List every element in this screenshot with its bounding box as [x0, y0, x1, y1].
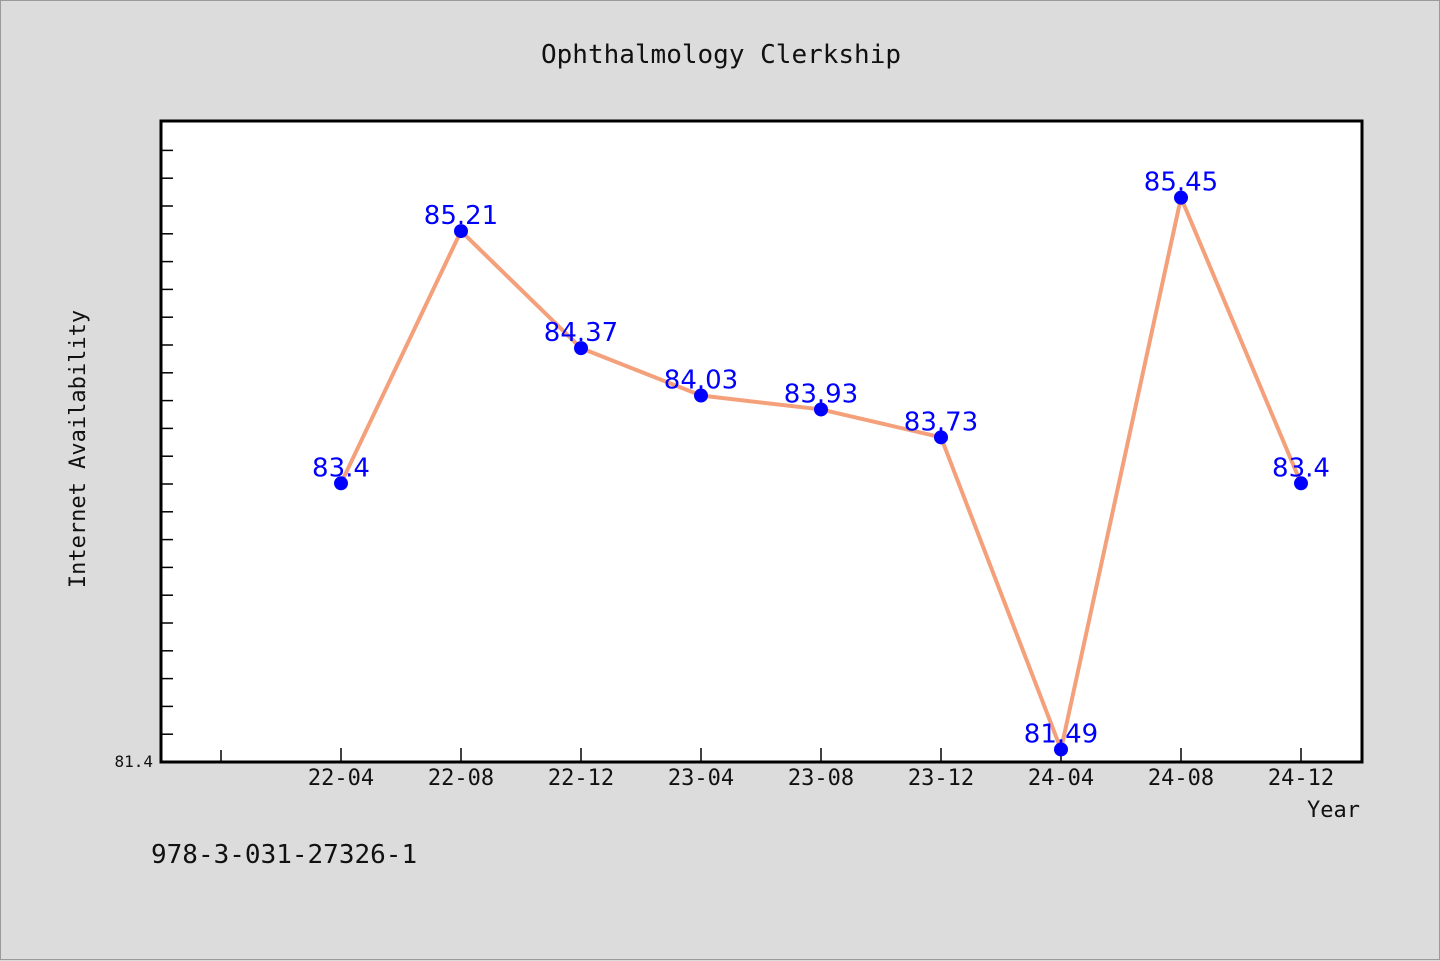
x-axis-label: Year — [1307, 798, 1360, 823]
y-axis-label: Internet Availability — [66, 310, 91, 588]
x-tick-label: 23-04 — [668, 766, 734, 791]
data-label: 84.03 — [664, 366, 738, 396]
x-tick-label: 23-12 — [908, 766, 974, 791]
data-label: 83.93 — [784, 379, 858, 409]
x-tick-label: 22-04 — [308, 766, 374, 791]
plot-area — [159, 119, 1364, 764]
data-point — [1174, 190, 1188, 205]
data-label: 85.45 — [1144, 168, 1218, 198]
x-tick-label: 24-08 — [1148, 766, 1214, 791]
data-label: 83.4 — [312, 453, 370, 483]
x-tick-label: 22-12 — [548, 766, 614, 791]
data-label: 84.37 — [544, 318, 618, 348]
data-point — [1294, 476, 1308, 491]
data-label: 83.73 — [904, 407, 978, 437]
x-axis-ticks: 22-04 22-08 22-12 23-04 23-08 23-12 24-04 24-08… — [220, 748, 1334, 791]
data-point — [934, 430, 948, 445]
chart-title: Ophthalmology Clerkship — [541, 40, 901, 70]
x-tick-label: 24-04 — [1028, 766, 1094, 791]
data-point — [574, 341, 588, 356]
x-tick-label: 23-08 — [788, 766, 854, 791]
series-group: 83.4 85.21 84.37 84.03 83.93 83.73 81.49 85.45 8… — [312, 168, 1330, 757]
data-point — [1054, 742, 1068, 757]
x-tick-label: 22-08 — [428, 766, 494, 791]
data-label: 85.21 — [424, 201, 498, 231]
x-tick-label: 24-12 — [1268, 766, 1334, 791]
footnote-isbn: 978-3-031-27326-1 — [151, 840, 417, 870]
data-point — [334, 476, 348, 491]
data-label: 83.4 — [1272, 453, 1330, 483]
data-point — [694, 388, 708, 403]
y-axis-min-label: 81.4 — [114, 752, 153, 771]
data-label: 81.49 — [1024, 719, 1098, 749]
data-point — [454, 224, 468, 239]
y-axis-ticks — [161, 149, 173, 763]
data-point — [814, 402, 828, 417]
